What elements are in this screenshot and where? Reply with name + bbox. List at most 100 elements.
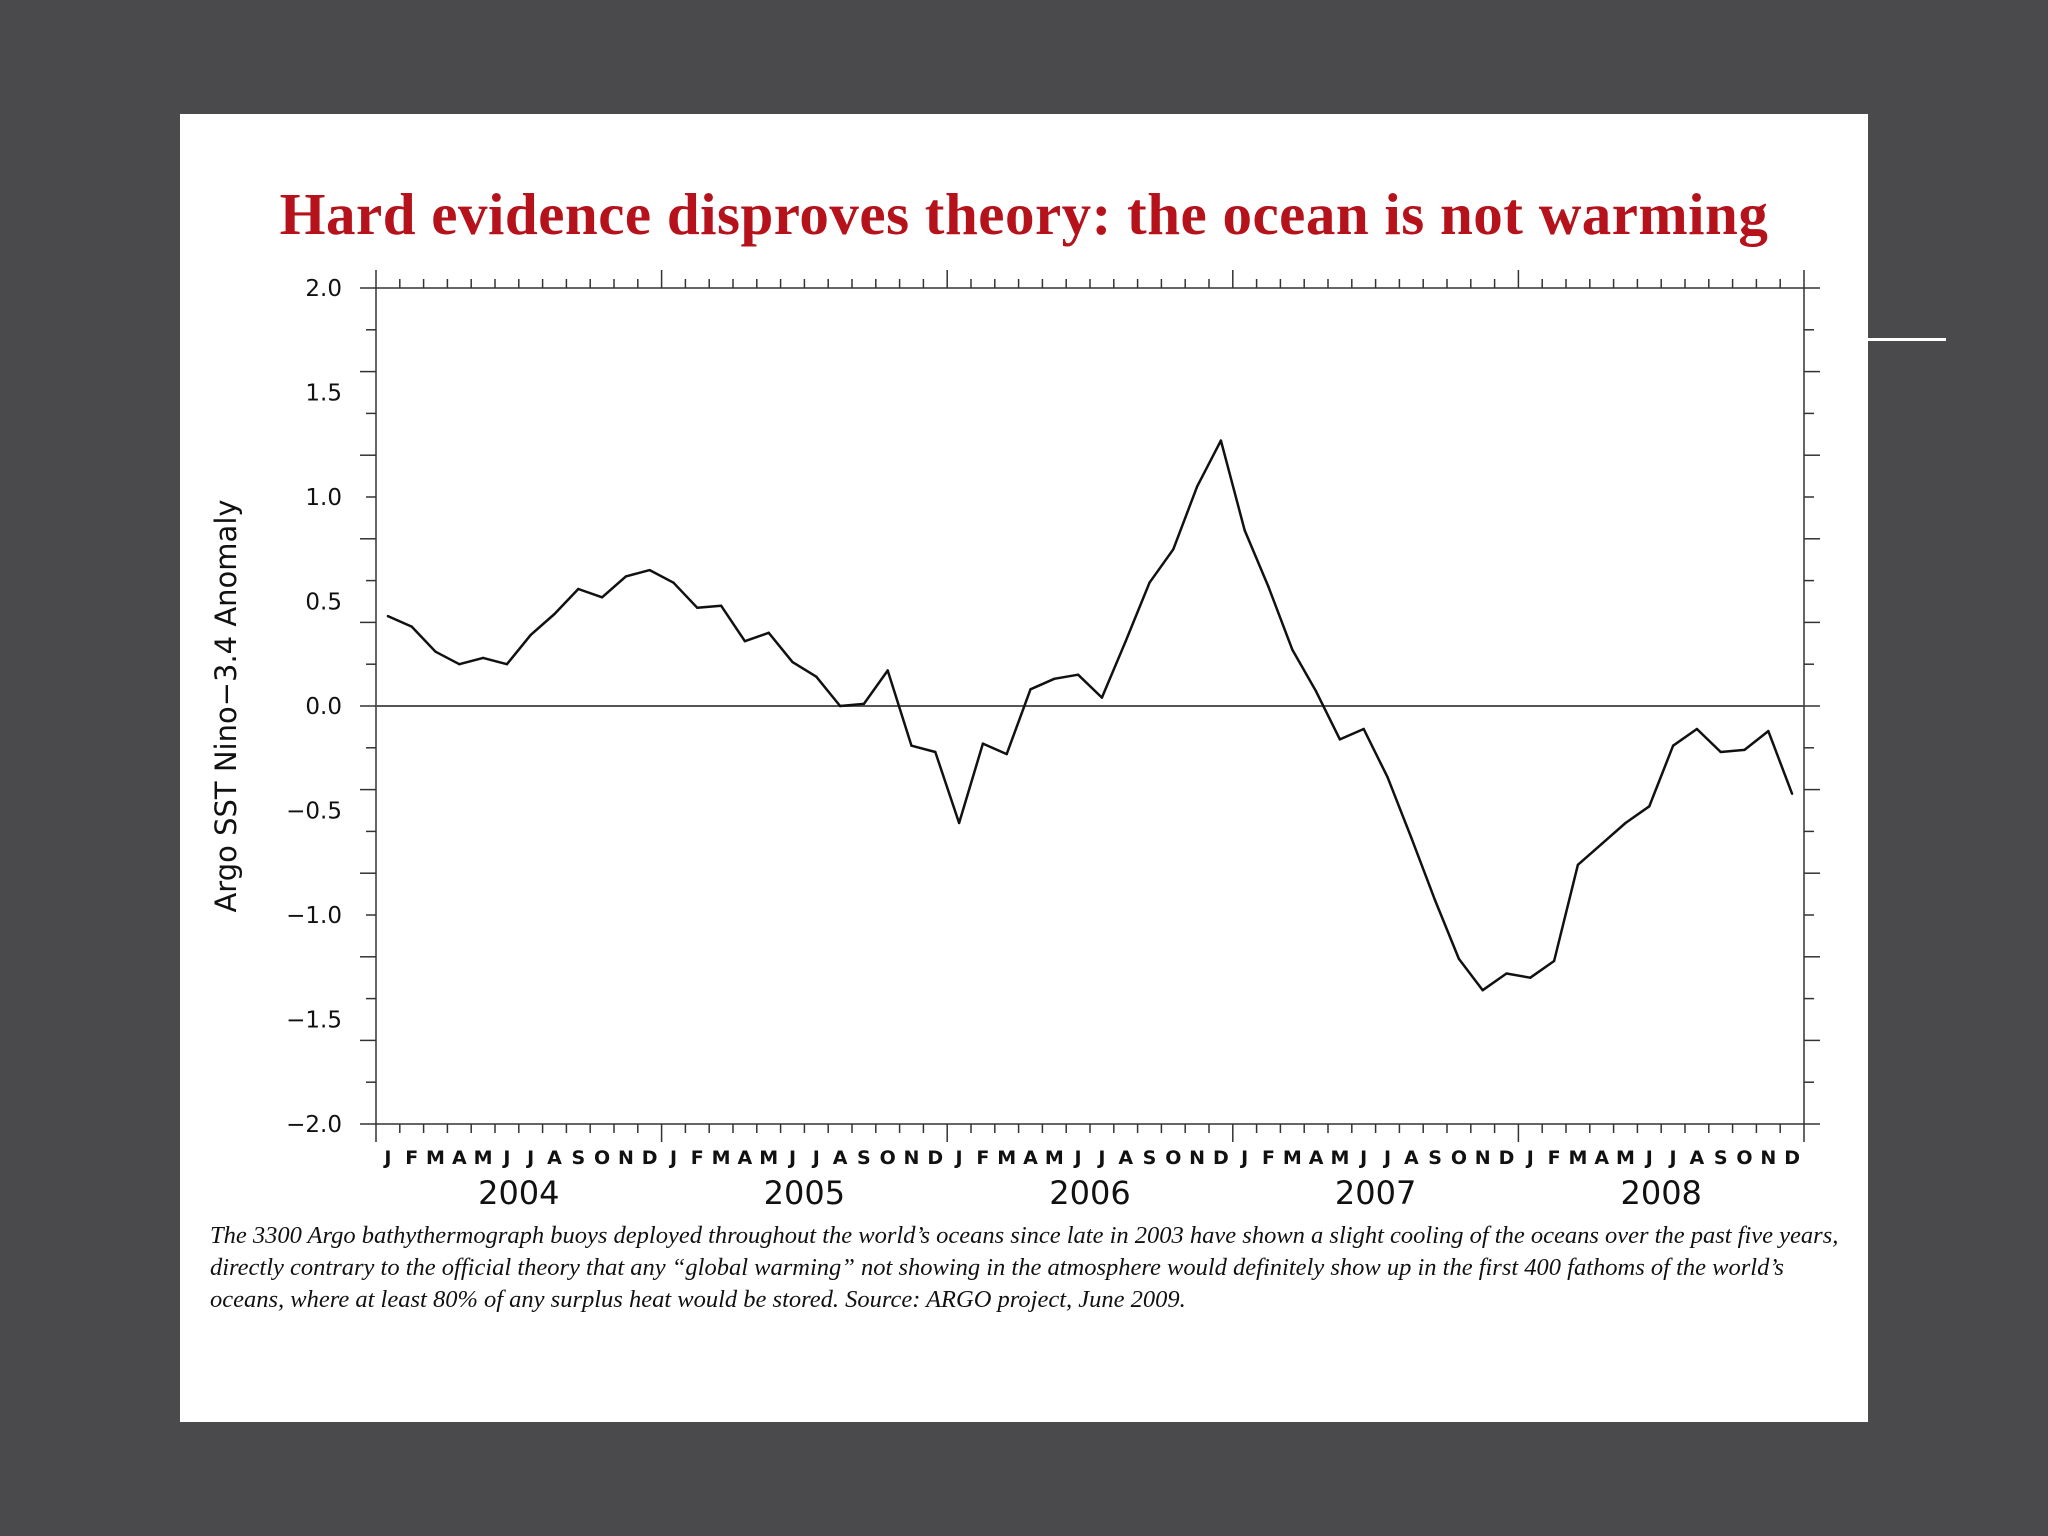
data-point [1767,729,1770,733]
x-month-label: O [1736,1147,1752,1169]
x-month-label: J [1382,1147,1391,1169]
data-point [791,660,794,664]
x-month-label: J [525,1147,534,1169]
data-point [1362,727,1365,731]
data-point [529,633,532,637]
data-point [1505,972,1508,975]
x-month-label: O [594,1147,610,1169]
x-month-label: S [571,1147,585,1169]
data-point [600,596,604,599]
x-month-label: O [880,1147,896,1169]
x-year-label: 2004 [478,1174,559,1212]
x-month-label: J [668,1147,677,1169]
x-month-label: M [1330,1147,1349,1169]
data-point [1648,805,1651,808]
data-point [1719,750,1722,754]
y-tick-label: −0.5 [286,799,342,825]
data-point [1624,821,1627,825]
x-month-label: J [811,1147,820,1169]
data-point [1695,727,1699,731]
data-point [410,625,413,628]
y-tick-label: 2.0 [305,276,342,302]
data-point [1148,581,1151,584]
data-point [434,650,437,653]
data-point [1195,485,1199,488]
data-point [1600,842,1603,846]
x-month-label: D [927,1147,943,1169]
x-month-label: O [1451,1147,1467,1169]
x-month-label: A [1404,1147,1419,1169]
data-point [1576,863,1580,867]
data-point [1743,748,1746,752]
x-month-label: A [1023,1147,1038,1169]
x-month-label: N [618,1147,634,1169]
x-month-label: N [1189,1147,1205,1169]
series-line [387,439,1794,992]
data-point [648,568,651,572]
x-month-label: S [1714,1147,1728,1169]
data-point [1076,673,1080,676]
data-point [1005,752,1008,756]
x-month-label: J [954,1147,963,1169]
x-month-label: M [759,1147,778,1169]
data-point [815,675,818,678]
x-month-label: D [642,1147,658,1169]
x-month-label: F [1548,1147,1561,1169]
x-month-label: M [1616,1147,1635,1169]
y-tick-label: −2.0 [286,1112,342,1138]
data-point [505,663,509,666]
data-point [1124,640,1127,643]
data-point [1410,836,1413,839]
data-point [386,614,390,618]
x-month-label: A [1690,1147,1705,1169]
x-month-label: N [1475,1147,1491,1169]
x-month-label: J [787,1147,796,1169]
chart: 2.0 1.5 1.0 0.5 0.0 −0.5 −1.0 −1.5 −2.0 Argo SST … [209,270,1820,1212]
x-month-label: S [857,1147,871,1169]
data-point [1267,585,1270,589]
x-month-label: F [405,1147,418,1169]
x-month-label: M [1283,1147,1302,1169]
x-month-label: M [712,1147,731,1169]
x-month-label: A [547,1147,562,1169]
data-point [767,631,770,635]
y-tick-label: 0.5 [305,590,342,616]
data-point [1790,792,1794,795]
x-month-label: F [1262,1147,1275,1169]
x-month-label: F [691,1147,704,1169]
x-month-label: A [833,1147,848,1169]
x-month-label: J [1668,1147,1677,1169]
data-point [458,663,461,666]
x-month-label: J [1525,1147,1534,1169]
data-point [1457,957,1461,961]
data-point [1291,648,1294,651]
x-year-label: 2006 [1049,1174,1130,1212]
x-month-label: M [474,1147,493,1169]
chart-title: Hard evidence disproves theory: the ocea… [279,181,1769,247]
x-month-label: J [1073,1147,1082,1169]
data-point [1433,899,1437,902]
data-point [553,612,556,616]
x-month-label: J [1358,1147,1367,1169]
x-month-label: A [1594,1147,1609,1169]
data-point [1243,529,1246,532]
x-month-label: J [501,1147,510,1169]
caption: The 3300 Argo bathythermograph buoys dep… [210,1222,1839,1313]
data-point [957,821,961,825]
x-month-label: J [1096,1147,1105,1169]
data-point [1481,989,1484,992]
x-month-label: M [997,1147,1016,1169]
x-month-label: J [1644,1147,1653,1169]
data-point [1053,677,1056,681]
data-point [577,587,580,591]
data-point [719,604,723,607]
y-tick-label: 1.5 [305,381,342,407]
slide: Hard evidence disproves theory: the ocea… [180,114,1868,1422]
x-month-label: F [976,1147,989,1169]
x-month-label: A [1309,1147,1324,1169]
data-point [696,606,699,609]
data-point [1172,548,1175,551]
data-point [862,702,866,706]
data-point [743,640,747,643]
x-month-label: J [382,1147,391,1169]
